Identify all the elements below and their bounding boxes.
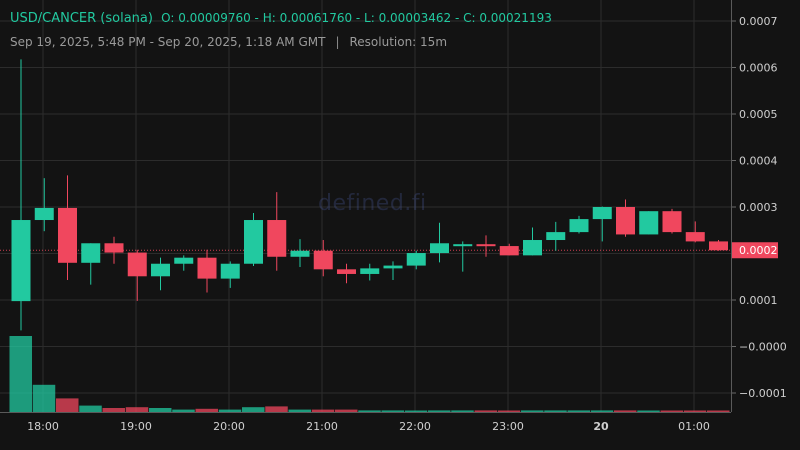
- x-axis-tick-label: 19:00: [120, 420, 152, 433]
- candle-body[interactable]: [709, 241, 728, 251]
- candle-body[interactable]: [104, 243, 124, 253]
- volume-bar: [707, 410, 730, 412]
- candle-body[interactable]: [523, 240, 542, 256]
- candle-body[interactable]: [290, 250, 310, 257]
- x-axis-tick-label: 22:00: [399, 420, 431, 433]
- volume-bar: [32, 384, 56, 412]
- candle-body[interactable]: [197, 257, 217, 279]
- pair-name[interactable]: USD/CANCER (solana): [10, 11, 153, 26]
- date-range: Sep 19, 2025, 5:48 PM - Sep 20, 2025, 1:…: [10, 35, 326, 49]
- volume-bar: [335, 409, 358, 412]
- header-separator: |: [335, 35, 340, 49]
- watermark: defined.fi: [318, 191, 427, 216]
- x-axis-tick-label: 18:00: [27, 420, 59, 433]
- candle-body[interactable]: [81, 243, 101, 263]
- candle-body[interactable]: [360, 268, 380, 274]
- candle-body[interactable]: [476, 244, 496, 247]
- volume-bar: [381, 410, 404, 412]
- volume-bar: [311, 409, 335, 412]
- candle-body[interactable]: [11, 220, 31, 302]
- volume-bar: [195, 408, 218, 412]
- candle-body[interactable]: [592, 207, 612, 220]
- y-axis-tick-label: −0.0001: [739, 387, 787, 400]
- candle-body[interactable]: [151, 263, 170, 277]
- volume-bar: [683, 410, 707, 412]
- header-row-info: Sep 19, 2025, 5:48 PM - Sep 20, 2025, 1:…: [10, 33, 552, 51]
- price-tag-label: 0.0002: [739, 244, 778, 257]
- x-axis-tick-label: 23:00: [492, 420, 524, 433]
- y-axis-tick-label: −0.0000: [739, 341, 787, 354]
- y-axis-tick-label: 0.0001: [739, 294, 778, 307]
- x-axis-tick-label: 01:00: [678, 420, 710, 433]
- y-axis-tick-label: 0.0003: [739, 201, 778, 214]
- volume-bar: [125, 407, 149, 412]
- candle-body[interactable]: [34, 207, 54, 221]
- volume-bar: [102, 408, 125, 412]
- candle-body[interactable]: [174, 257, 194, 264]
- volume-bar: [288, 409, 311, 412]
- candle-body[interactable]: [127, 252, 147, 277]
- volume-bar: [614, 410, 637, 412]
- chart-header: USD/CANCER (solana) O: 0.00009760 - H: 0…: [10, 9, 552, 51]
- candle-body[interactable]: [267, 220, 287, 257]
- candle-body[interactable]: [569, 219, 589, 233]
- ohlc-readout: O: 0.00009760 - H: 0.00061760 - L: 0.000…: [161, 11, 552, 25]
- y-axis-tick-label: 0.0005: [739, 108, 778, 121]
- x-axis-tick-label: 20: [593, 420, 609, 433]
- volume-bar: [590, 410, 614, 412]
- candle-body[interactable]: [337, 269, 356, 274]
- volume-bar: [497, 410, 521, 412]
- volume-bar: [567, 410, 590, 412]
- candle-body[interactable]: [662, 211, 682, 233]
- volume-bar: [637, 410, 660, 412]
- price-tag-background: [732, 242, 778, 259]
- candle-body[interactable]: [639, 211, 659, 235]
- volume-bar: [56, 398, 79, 412]
- candle-body[interactable]: [685, 232, 705, 242]
- volume-bar: [474, 410, 497, 412]
- volume-bar: [358, 410, 381, 412]
- volume-bar: [79, 405, 102, 412]
- volume-bar: [521, 410, 544, 412]
- header-row-price: USD/CANCER (solana) O: 0.00009760 - H: 0…: [10, 9, 552, 28]
- candle-body[interactable]: [406, 253, 426, 266]
- volume-bar: [265, 406, 288, 412]
- candle-body[interactable]: [58, 207, 77, 263]
- y-axis-tick-label: 0.0007: [739, 15, 778, 28]
- candle-body[interactable]: [616, 207, 635, 235]
- volume-bar: [172, 409, 195, 412]
- volume-bar: [218, 409, 242, 412]
- y-axis-tick-label: 0.0004: [739, 155, 778, 168]
- volume-bar: [149, 408, 172, 412]
- y-axis-tick-label: 0.0006: [739, 62, 778, 75]
- candle-body[interactable]: [313, 250, 333, 270]
- volume-bar: [404, 410, 428, 412]
- volume-bar: [9, 336, 32, 412]
- candle-body[interactable]: [430, 243, 449, 254]
- candle-body[interactable]: [244, 220, 263, 264]
- volume-bar: [660, 410, 683, 412]
- candle-body[interactable]: [546, 232, 566, 241]
- volume-bar: [242, 407, 265, 412]
- resolution-label[interactable]: Resolution: 15m: [349, 35, 448, 49]
- candle-body[interactable]: [220, 263, 240, 279]
- volume-bar: [451, 410, 474, 412]
- candle-body[interactable]: [499, 246, 519, 256]
- candle-body[interactable]: [383, 265, 403, 269]
- candle-body[interactable]: [453, 244, 473, 247]
- volume-bar: [544, 410, 567, 412]
- volume-bar: [428, 410, 451, 412]
- x-axis-tick-label: 20:00: [213, 420, 245, 433]
- x-axis-tick-label: 21:00: [306, 420, 338, 433]
